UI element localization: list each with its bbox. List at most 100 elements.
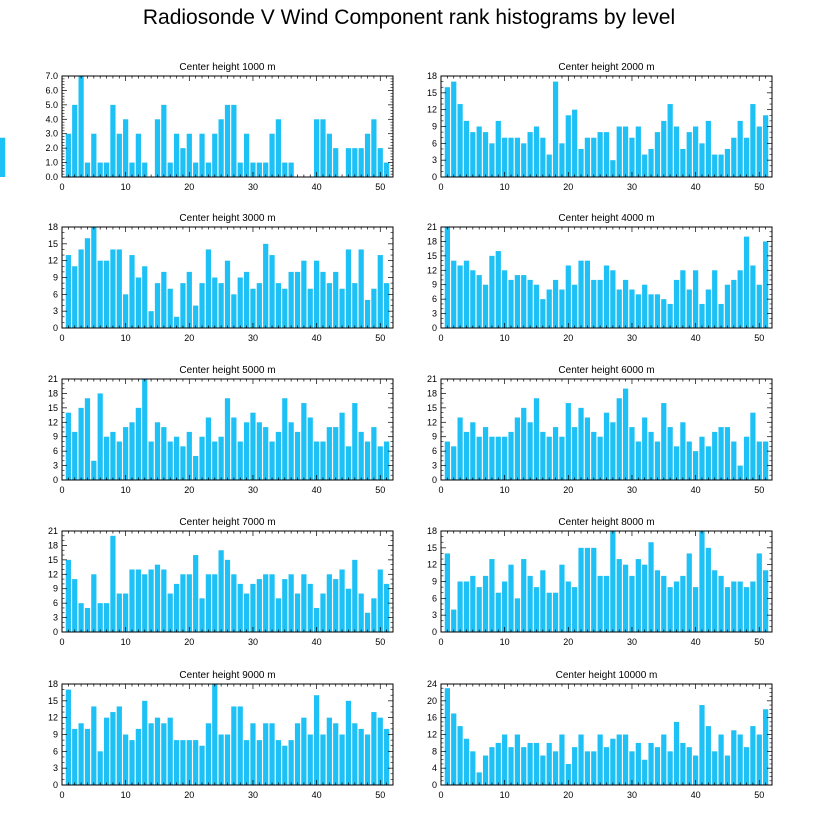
bar [622, 126, 629, 177]
bar [129, 162, 135, 177]
y-tick-label: 15 [427, 88, 437, 98]
bar [237, 583, 243, 632]
bar [218, 436, 224, 480]
bar [371, 712, 377, 785]
bar [173, 316, 180, 328]
bar [288, 162, 294, 177]
bar [680, 148, 686, 177]
bar [72, 728, 78, 785]
bar [186, 133, 192, 177]
x-tick-label: 10 [121, 485, 131, 495]
bar [237, 706, 243, 785]
bar [552, 751, 559, 785]
y-tick-label: 7.0 [45, 71, 58, 81]
panel-1: Center height 1000 m 0 10 20 30 40 50 0.0 1.0 2.0… [45, 62, 394, 192]
bar [352, 403, 358, 480]
bar [635, 294, 641, 328]
y-tick-label: 3 [432, 155, 437, 165]
y-tick-label: 9 [432, 432, 437, 442]
panel-10: Center height 10000 m 0 10 20 30 40 50 0 4 8 12 16 2… [427, 670, 773, 800]
bar [693, 451, 699, 480]
bar [756, 441, 762, 480]
bar [743, 137, 750, 177]
bar [110, 431, 116, 480]
bar [199, 745, 205, 785]
bar [154, 422, 161, 480]
bar [540, 570, 546, 632]
bar [686, 132, 692, 177]
y-tick-label: 12 [427, 105, 437, 115]
bar [451, 609, 457, 632]
bar [680, 422, 686, 480]
bar [667, 427, 673, 480]
y-tick-label: 3 [53, 613, 58, 623]
bar [597, 436, 603, 480]
bar [648, 294, 654, 328]
bar [495, 436, 501, 480]
y-tick-label: 0 [432, 172, 437, 182]
bar [546, 436, 552, 480]
y-tick-label: 0 [53, 627, 58, 637]
bar [256, 579, 262, 632]
bar [72, 104, 78, 177]
y-tick-label: 21 [427, 374, 437, 384]
bar [142, 574, 148, 632]
bar [129, 740, 135, 785]
bar [584, 751, 591, 785]
bar [263, 427, 269, 480]
bar [231, 574, 237, 632]
bar [731, 441, 737, 480]
bar [482, 575, 489, 632]
bar [91, 706, 97, 785]
bar [629, 137, 635, 177]
bar [307, 583, 313, 632]
bar [345, 588, 352, 632]
bar [231, 104, 237, 177]
y-tick-label: 16 [427, 713, 437, 723]
bar [533, 126, 540, 177]
bar [123, 734, 129, 785]
bar [654, 441, 661, 480]
bar [763, 441, 769, 480]
bar [629, 751, 635, 785]
bar [693, 587, 699, 632]
bar [72, 431, 78, 480]
bar [237, 277, 243, 328]
bar [161, 569, 167, 632]
bar [212, 684, 218, 785]
y-tick-label: 18 [48, 222, 58, 232]
y-tick-label: 18 [48, 679, 58, 689]
bar [718, 575, 724, 632]
bar [457, 417, 463, 480]
panel-title: Center height 7000 m [179, 517, 275, 528]
bar [750, 265, 756, 328]
bar [243, 271, 250, 328]
y-tick-label: 9 [432, 122, 437, 132]
bar [263, 162, 269, 177]
x-tick-label: 20 [184, 333, 194, 343]
bar [578, 260, 584, 328]
bar [648, 542, 654, 632]
bar [275, 598, 282, 632]
bar [603, 132, 610, 177]
bar [307, 288, 313, 328]
bar [256, 422, 262, 480]
bar [320, 271, 326, 328]
bar [597, 734, 603, 785]
bar [358, 728, 364, 785]
bar [142, 266, 148, 328]
bar [654, 570, 661, 632]
bar [377, 255, 383, 328]
bar [110, 712, 116, 785]
bar [482, 755, 489, 785]
x-tick-label: 0 [59, 333, 64, 343]
bar [527, 575, 533, 632]
bar [288, 271, 294, 328]
bar [737, 581, 743, 632]
panel-title: Center height 8000 m [558, 517, 654, 528]
bar [502, 581, 508, 632]
y-tick-label: 6 [432, 294, 437, 304]
bar [616, 734, 622, 785]
panel-7: Center height 7000 m 0 10 20 30 40 50 0 3 6 9 12 15 1… [48, 517, 394, 647]
bar [320, 593, 326, 632]
